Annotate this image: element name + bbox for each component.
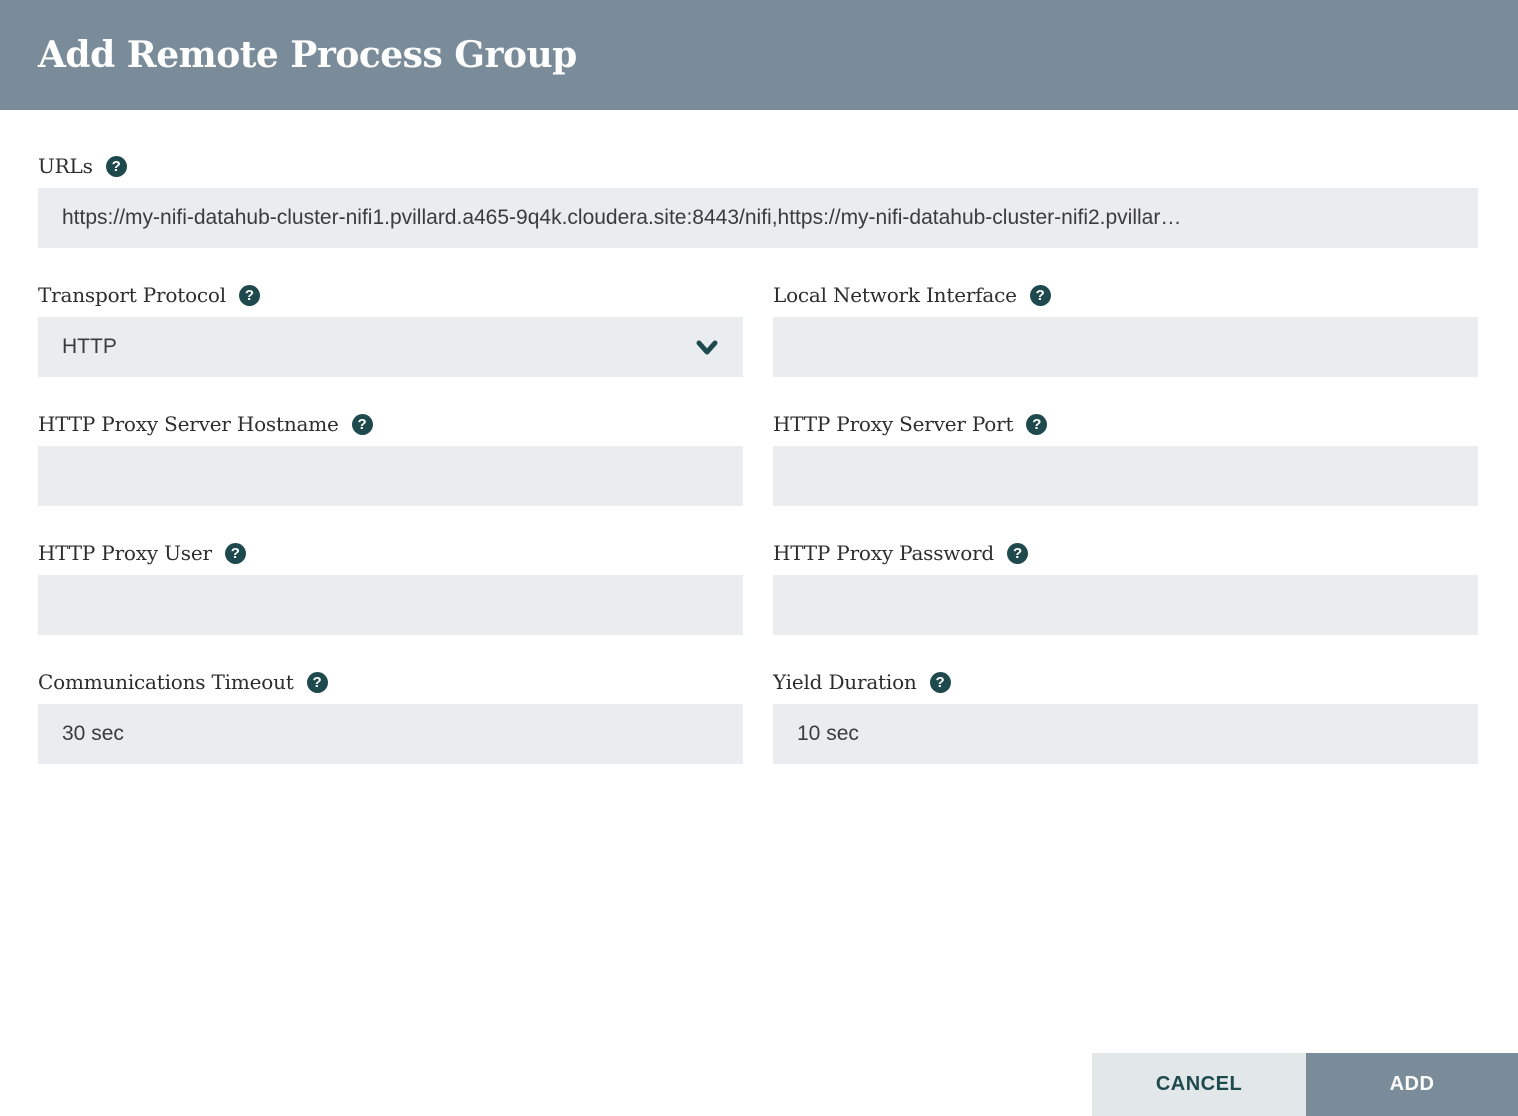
row-transport-network: Transport Protocol ? HTTP Local Network …	[38, 281, 1478, 410]
dialog-title: Add Remote Process Group	[38, 34, 577, 76]
dialog-footer: CANCEL ADD	[1092, 1053, 1518, 1116]
http-proxy-server-hostname-help-icon[interactable]: ?	[351, 413, 373, 435]
http-proxy-user-label-row: HTTP Proxy User ?	[38, 539, 743, 567]
transport-protocol-label-row: Transport Protocol ?	[38, 281, 743, 309]
communications-timeout-help-icon[interactable]: ?	[306, 671, 328, 693]
transport-protocol-help-icon[interactable]: ?	[238, 284, 260, 306]
http-proxy-server-port-label: HTTP Proxy Server Port	[773, 412, 1014, 436]
local-network-interface-help-icon[interactable]: ?	[1029, 284, 1051, 306]
communications-timeout-field-group: Communications Timeout ?	[38, 668, 743, 764]
transport-protocol-selected-value: HTTP	[62, 335, 117, 358]
yield-duration-input[interactable]	[773, 704, 1478, 764]
http-proxy-user-input[interactable]	[38, 575, 743, 635]
local-network-interface-input[interactable]	[773, 317, 1478, 377]
http-proxy-server-hostname-label-row: HTTP Proxy Server Hostname ?	[38, 410, 743, 438]
transport-protocol-label: Transport Protocol	[38, 283, 226, 307]
local-network-interface-label-row: Local Network Interface ?	[773, 281, 1478, 309]
yield-duration-help-icon[interactable]: ?	[929, 671, 951, 693]
http-proxy-user-field-group: HTTP Proxy User ?	[38, 539, 743, 635]
row-proxy-user-password: HTTP Proxy User ? HTTP Proxy Password ?	[38, 539, 1478, 668]
urls-help-icon[interactable]: ?	[105, 155, 127, 177]
local-network-interface-label: Local Network Interface	[773, 283, 1017, 307]
urls-label: URLs	[38, 154, 93, 178]
communications-timeout-input[interactable]	[38, 704, 743, 764]
chevron-down-icon	[696, 340, 718, 355]
dialog-body: URLs ? Transport Protocol ? HTTP	[0, 110, 1518, 797]
http-proxy-server-hostname-field-group: HTTP Proxy Server Hostname ?	[38, 410, 743, 506]
yield-duration-field-group: Yield Duration ?	[773, 668, 1478, 764]
http-proxy-password-field-group: HTTP Proxy Password ?	[773, 539, 1478, 635]
cancel-button[interactable]: CANCEL	[1092, 1053, 1306, 1116]
transport-protocol-select[interactable]: HTTP	[38, 317, 743, 377]
urls-field-group: URLs ?	[38, 152, 1478, 248]
http-proxy-user-help-icon[interactable]: ?	[224, 542, 246, 564]
row-timeout-yield: Communications Timeout ? Yield Duration …	[38, 668, 1478, 797]
urls-input[interactable]	[38, 188, 1478, 248]
http-proxy-server-hostname-label: HTTP Proxy Server Hostname	[38, 412, 339, 436]
http-proxy-password-input[interactable]	[773, 575, 1478, 635]
http-proxy-server-port-help-icon[interactable]: ?	[1026, 413, 1048, 435]
urls-label-row: URLs ?	[38, 152, 1478, 180]
http-proxy-password-label: HTTP Proxy Password	[773, 541, 995, 565]
communications-timeout-label: Communications Timeout	[38, 670, 294, 694]
http-proxy-user-label: HTTP Proxy User	[38, 541, 212, 565]
add-button[interactable]: ADD	[1306, 1053, 1518, 1116]
http-proxy-password-help-icon[interactable]: ?	[1007, 542, 1029, 564]
http-proxy-server-port-label-row: HTTP Proxy Server Port ?	[773, 410, 1478, 438]
http-proxy-server-port-input[interactable]	[773, 446, 1478, 506]
http-proxy-server-hostname-input[interactable]	[38, 446, 743, 506]
http-proxy-server-port-field-group: HTTP Proxy Server Port ?	[773, 410, 1478, 506]
transport-protocol-field-group: Transport Protocol ? HTTP	[38, 281, 743, 377]
http-proxy-password-label-row: HTTP Proxy Password ?	[773, 539, 1478, 567]
yield-duration-label: Yield Duration	[773, 670, 917, 694]
local-network-interface-field-group: Local Network Interface ?	[773, 281, 1478, 377]
communications-timeout-label-row: Communications Timeout ?	[38, 668, 743, 696]
row-proxy-host-port: HTTP Proxy Server Hostname ? HTTP Proxy …	[38, 410, 1478, 539]
yield-duration-label-row: Yield Duration ?	[773, 668, 1478, 696]
dialog-header: Add Remote Process Group	[0, 0, 1518, 110]
